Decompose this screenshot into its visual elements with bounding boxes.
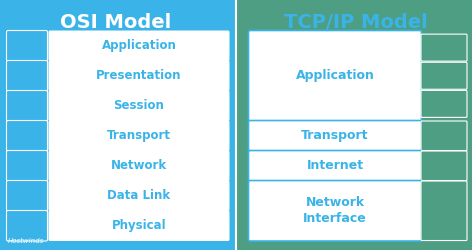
FancyBboxPatch shape <box>49 210 229 241</box>
Text: Application: Application <box>101 39 177 52</box>
Text: Session: Session <box>114 99 164 112</box>
Text: Network
Interface: Network Interface <box>303 196 367 225</box>
FancyBboxPatch shape <box>421 34 467 61</box>
FancyBboxPatch shape <box>49 150 229 181</box>
Text: Hostwinds: Hostwinds <box>8 238 44 244</box>
FancyBboxPatch shape <box>248 120 421 151</box>
FancyBboxPatch shape <box>421 121 467 150</box>
Text: TCP/IP Model: TCP/IP Model <box>285 13 428 32</box>
FancyBboxPatch shape <box>7 90 48 121</box>
Bar <box>236 0 472 250</box>
FancyBboxPatch shape <box>49 120 229 151</box>
FancyBboxPatch shape <box>421 151 467 180</box>
Text: Physical: Physical <box>112 219 166 232</box>
FancyBboxPatch shape <box>49 180 229 211</box>
FancyBboxPatch shape <box>7 210 48 241</box>
FancyBboxPatch shape <box>7 30 48 61</box>
Text: Application: Application <box>295 69 374 82</box>
Text: OSI Model: OSI Model <box>60 13 171 32</box>
FancyBboxPatch shape <box>248 180 421 241</box>
Text: Presentation: Presentation <box>96 69 182 82</box>
FancyBboxPatch shape <box>49 90 229 121</box>
Text: Transport: Transport <box>107 129 171 142</box>
FancyBboxPatch shape <box>248 150 421 181</box>
Text: Network: Network <box>111 159 167 172</box>
Bar <box>0 0 236 250</box>
FancyBboxPatch shape <box>7 60 48 91</box>
FancyBboxPatch shape <box>7 180 48 211</box>
FancyBboxPatch shape <box>49 60 229 91</box>
FancyBboxPatch shape <box>421 90 467 118</box>
FancyBboxPatch shape <box>7 120 48 151</box>
Text: Transport: Transport <box>301 129 369 142</box>
FancyBboxPatch shape <box>7 150 48 181</box>
Text: Internet: Internet <box>306 159 363 172</box>
FancyBboxPatch shape <box>421 181 467 240</box>
Text: Data Link: Data Link <box>108 189 170 202</box>
FancyBboxPatch shape <box>49 30 229 61</box>
FancyBboxPatch shape <box>248 30 421 121</box>
FancyBboxPatch shape <box>421 62 467 89</box>
